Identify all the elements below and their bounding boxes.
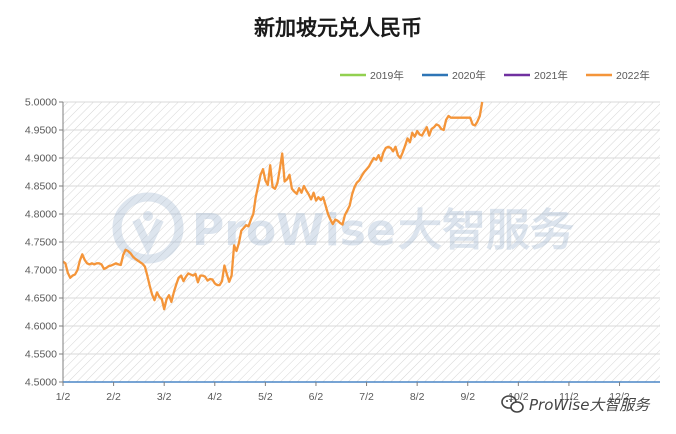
legend-label: 2021年: [534, 69, 568, 82]
legend-label: 2020年: [452, 69, 486, 82]
x-tick-label: 7/2: [359, 391, 374, 403]
x-tick-label: 11/2: [559, 391, 579, 403]
series-layer: [62, 101, 484, 311]
legend-label: 2019年: [370, 69, 404, 82]
watermark-brand: ProWise: [192, 205, 396, 256]
y-tick-label: 4.7500: [25, 237, 57, 249]
wechat-icon: [501, 395, 524, 413]
x-tick-label: 4/2: [207, 391, 222, 403]
x-tick-label: 1/2: [56, 391, 71, 403]
x-tick-label: 2/2: [106, 391, 121, 403]
gridlines: [63, 101, 660, 355]
x-tick-label: 3/2: [157, 391, 172, 403]
x-tick-label: 12/2: [609, 391, 630, 403]
x-axis-ticks: 1/2 2/2 3/2 4/2 5/2 6/2 7/2 8/2 9/2 10/2 11/2 12/2: [56, 382, 630, 403]
prowise-logo-icon: [112, 192, 184, 264]
y-tick-label: 4.8500: [25, 181, 57, 193]
y-tick-label: 4.5000: [25, 377, 57, 389]
y-tick-label: 4.6000: [25, 321, 57, 333]
legend-label: 2022年: [616, 69, 650, 82]
y-tick-label: 4.8000: [25, 209, 57, 221]
x-tick-label: 5/2: [258, 391, 273, 403]
footer-watermark: ProWise大智服务: [501, 395, 651, 414]
x-tick-label: 9/2: [460, 391, 475, 403]
series-line: [62, 101, 484, 311]
x-tick-label: 10/2: [508, 391, 529, 403]
y-tick-label: 5.0000: [25, 97, 57, 109]
y-tick-label: 4.9500: [25, 125, 57, 137]
y-tick-label: 4.5500: [25, 349, 57, 361]
y-tick-label: 4.6500: [25, 293, 57, 305]
footer-watermark-text: ProWise大智服务: [529, 396, 651, 414]
legend: 2019年 2020年 2021年 2022年: [340, 69, 650, 82]
chart-title: 新加坡元兑人民币: [254, 15, 422, 40]
y-tick-label: 4.9000: [25, 153, 57, 165]
watermark-suffix: 大智服务: [398, 205, 574, 256]
watermark: ProWise 大智服务: [112, 192, 574, 264]
y-tick-label: 4.7000: [25, 265, 57, 277]
y-axis-ticks: 4.5000 4.5500 4.6000 4.6500 4.7000 4.7500 4.80…: [25, 97, 63, 389]
x-tick-label: 6/2: [309, 391, 324, 403]
x-tick-label: 8/2: [410, 391, 425, 403]
